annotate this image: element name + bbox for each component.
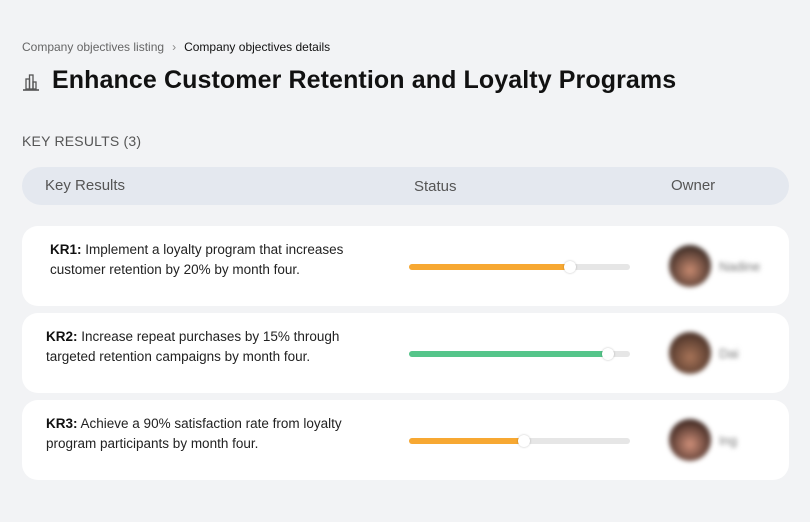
key-result-description: KR2: Increase repeat purchases by 15% th…: [46, 327, 376, 367]
progress-fill: [409, 264, 571, 270]
progress-thumb: [601, 348, 614, 360]
key-result-text: Achieve a 90% satisfaction rate from loy…: [46, 416, 342, 451]
breadcrumb-objectives-listing-link[interactable]: Company objectives listing: [22, 40, 165, 54]
owner[interactable]: Dai: [669, 332, 739, 374]
key-result-text: Implement a loyalty program that increas…: [50, 242, 344, 277]
progress-bar: [409, 435, 630, 447]
key-result-row[interactable]: KR1: Implement a loyalty program that in…: [22, 226, 789, 306]
key-result-code: KR1:: [50, 242, 82, 257]
owner-name: Nadine: [719, 258, 761, 274]
progress-thumb: [564, 261, 577, 273]
key-results-table-header: Key Results Status Owner: [22, 167, 789, 205]
column-header-owner: Owner: [671, 177, 716, 194]
breadcrumb-current: Company objectives details: [184, 40, 331, 54]
page-title: Enhance Customer Retention and Loyalty P…: [52, 66, 677, 94]
owner[interactable]: Nadine: [669, 245, 760, 287]
avatar: [669, 332, 711, 374]
owner-name: Dai: [719, 345, 739, 361]
owner-name: Ing: [719, 432, 738, 448]
avatar: [669, 245, 711, 287]
column-header-status: Status: [414, 178, 457, 195]
progress-bar: [409, 261, 630, 273]
key-result-row[interactable]: KR3: Achieve a 90% satisfaction rate fro…: [22, 400, 789, 480]
breadcrumb: Company objectives listing › Company obj…: [22, 40, 330, 54]
building-chart-icon: [22, 70, 42, 92]
owner[interactable]: Ing: [669, 419, 737, 461]
key-result-code: KR3:: [46, 416, 78, 431]
key-result-description: KR1: Implement a loyalty program that in…: [50, 240, 380, 280]
key-result-code: KR2:: [46, 329, 78, 344]
key-result-row[interactable]: KR2: Increase repeat purchases by 15% th…: [22, 313, 789, 393]
column-header-key-results: Key Results: [45, 177, 126, 194]
progress-bar: [409, 348, 630, 360]
progress-fill: [409, 438, 524, 444]
key-result-description: KR3: Achieve a 90% satisfaction rate fro…: [46, 414, 376, 454]
objective-header: Enhance Customer Retention and Loyalty P…: [22, 66, 676, 95]
chevron-right-icon: ›: [172, 40, 177, 54]
avatar: [669, 419, 711, 461]
progress-thumb: [517, 435, 530, 447]
key-result-text: Increase repeat purchases by 15% through…: [46, 329, 340, 364]
key-results-count-label: KEY RESULTS (3): [22, 133, 142, 149]
progress-fill: [409, 351, 608, 357]
